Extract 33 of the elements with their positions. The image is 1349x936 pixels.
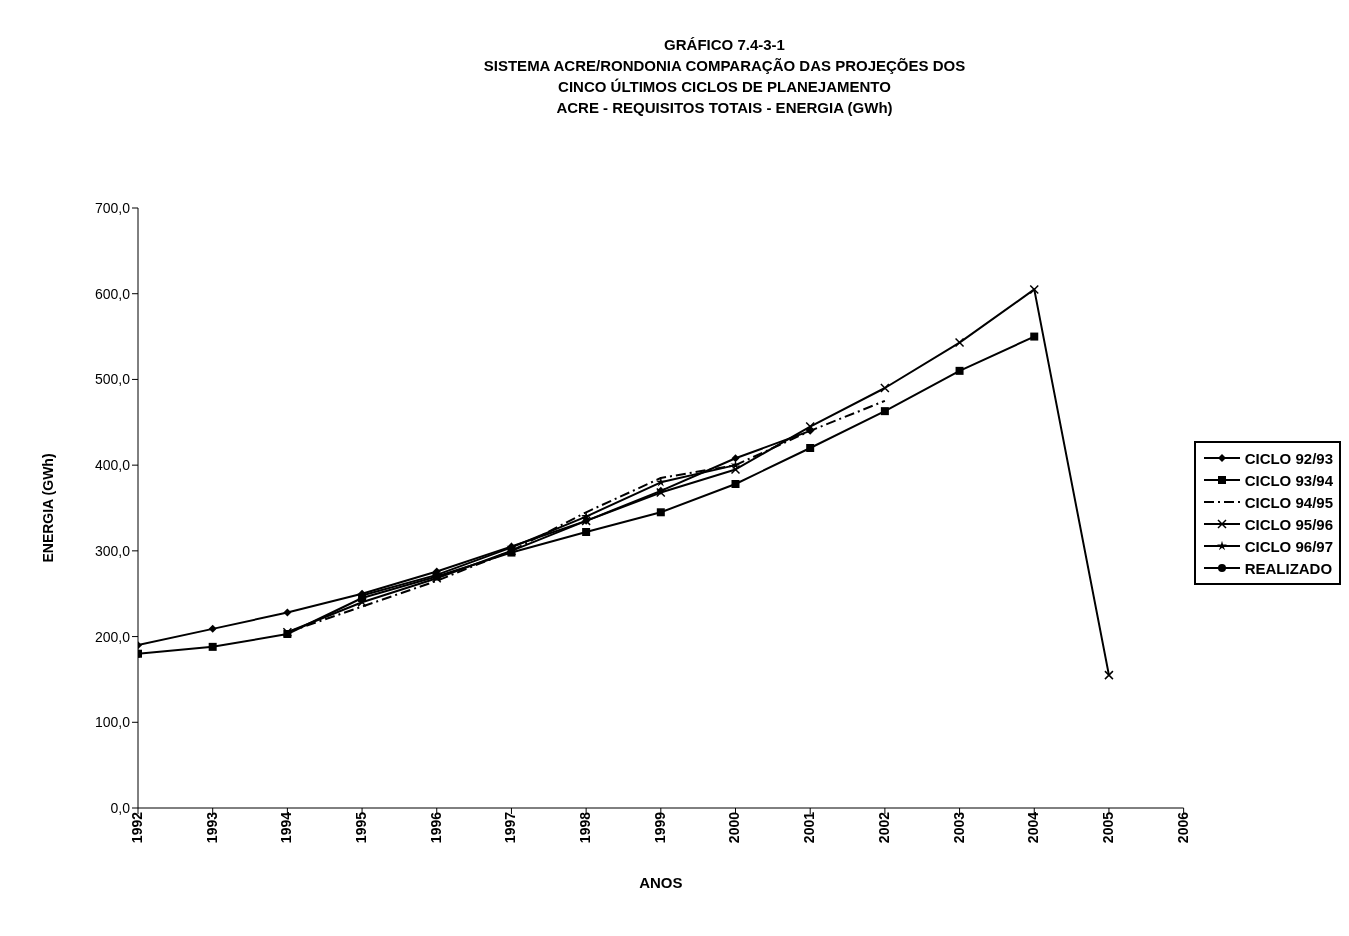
x-tick-label: 2002 bbox=[875, 811, 892, 844]
y-tick-label: 300,0 bbox=[94, 542, 131, 559]
legend-label: CICLO 94/95 bbox=[1244, 493, 1333, 511]
x-tick-label: 2005 bbox=[1099, 811, 1116, 844]
x-axis-title: ANOS bbox=[639, 874, 683, 891]
legend-label: CICLO 93/94 bbox=[1244, 471, 1333, 489]
x-tick-label: 2003 bbox=[950, 811, 967, 844]
x-tick-label: 1992 bbox=[128, 811, 145, 844]
y-tick-label: 200,0 bbox=[94, 628, 131, 645]
y-tick-label: 700,0 bbox=[94, 199, 131, 216]
x-tick-label: 2004 bbox=[1025, 811, 1042, 844]
x-tick-label: 2000 bbox=[726, 811, 743, 844]
x-tick-label: 1999 bbox=[651, 811, 668, 844]
x-tick-label: 1997 bbox=[502, 811, 519, 844]
x-tick-label: 1993 bbox=[203, 811, 220, 844]
y-tick-label: 600,0 bbox=[94, 285, 131, 302]
legend-label: REALIZADO bbox=[1244, 559, 1333, 577]
x-tick-label: 2006 bbox=[1174, 811, 1191, 844]
x-tick-label: 1995 bbox=[353, 811, 369, 844]
x-tick-label: 1996 bbox=[427, 811, 444, 844]
y-tick-label: 400,0 bbox=[94, 457, 131, 474]
legend-label: CICLO 95/96 bbox=[1244, 515, 1333, 533]
chart-subtitle: SISTEMA ACRE/RONDONIA COMPARAÇÃO DAS PROJEÇÕES DOS CINCO ÚLTIMOS CICLOS DE PLANEJAMENTO ACRE - REQUISITOS TOTAIS - ENERGIA (GWh) bbox=[482, 56, 967, 118]
y-tick-label: 0,0 bbox=[110, 799, 131, 816]
chart-title: GRÁFICO 7.4-3-1 bbox=[663, 35, 786, 55]
x-tick-label: 2001 bbox=[801, 811, 818, 844]
y-tick-label: 500,0 bbox=[94, 371, 131, 388]
legend-label: CICLO 92/93 bbox=[1244, 449, 1333, 467]
x-tick-label: 1998 bbox=[577, 811, 594, 844]
legend-label: CICLO 96/97 bbox=[1244, 537, 1333, 555]
y-tick-label: 100,0 bbox=[94, 714, 131, 731]
y-axis-title: ENERGIA (GWh) bbox=[39, 453, 56, 563]
x-tick-label: 1994 bbox=[278, 811, 295, 844]
